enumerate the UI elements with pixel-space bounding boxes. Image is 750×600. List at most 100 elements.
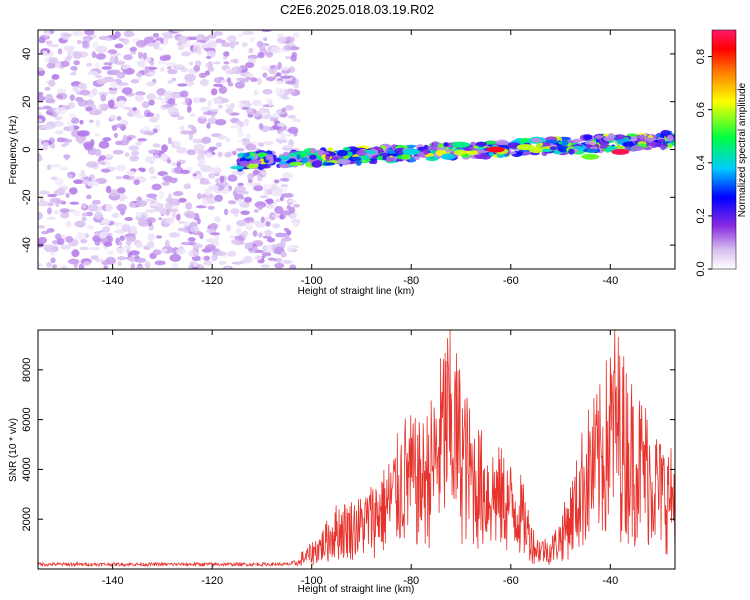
band-blob [317,150,324,156]
noise-blob [54,130,64,135]
spectrogram-y-label: Frequency (Hz) [8,116,19,185]
noise-blob [203,47,215,51]
noise-blob [124,152,130,157]
noise-blob [181,51,191,57]
noise-blob [263,141,274,145]
noise-blob [50,176,58,181]
noise-blob [244,118,250,127]
noise-blob [266,204,274,209]
spectrogram-y-ticks: -40 -20 0 20 40 [21,48,675,253]
noise-blob [161,98,166,106]
band-blob [453,149,467,156]
noise-blob [53,121,64,127]
band-blob [584,141,597,145]
noise-blob [84,233,90,239]
band-blob [248,159,262,164]
noise-blob [144,65,149,74]
noise-blob [169,177,178,184]
noise-blob [77,130,89,137]
noise-blob [275,80,286,85]
noise-blob [160,153,168,161]
noise-blob [60,244,72,250]
noise-blob [163,90,175,99]
noise-blob [272,201,277,207]
noise-blob [117,256,126,261]
noise-blob [208,184,220,191]
noise-blob [263,184,272,190]
x-tick-label: -100 [301,275,323,287]
noise-blob [176,248,186,255]
noise-blob [50,163,63,168]
noise-blob [209,232,221,236]
noise-blob [290,54,297,62]
noise-blob [150,202,159,207]
noise-blob [134,257,147,263]
band-blob [583,134,593,141]
noise-blob [50,257,56,264]
noise-blob [67,258,80,265]
band-blob [561,139,569,146]
noise-blob [184,97,190,104]
noise-blob [198,97,207,103]
noise-blob [38,95,46,102]
y-tick-label: 20 [21,96,33,108]
band-blob [302,157,309,164]
noise-blob [232,58,239,64]
noise-blob [125,247,130,254]
noise-blob [38,91,44,97]
noise-blob [63,45,75,52]
noise-blob [167,80,173,84]
noise-blob [223,51,230,57]
noise-blob [265,221,271,227]
noise-blob [148,99,155,106]
noise-blob [252,230,258,237]
noise-blob [204,188,213,196]
noise-blob [265,98,272,103]
band-blob [488,152,494,157]
noise-blob [202,111,213,116]
noise-blob [133,179,140,186]
noise-blob [176,213,181,221]
noise-blob [177,115,184,121]
noise-blob [92,235,101,242]
noise-blob [130,79,140,84]
noise-blob [69,201,80,205]
noise-blob [117,261,122,267]
noise-blob [139,168,146,173]
noise-blob [251,140,259,146]
noise-blob [207,40,218,49]
y-tick-label: 6000 [21,407,33,431]
noise-blob [231,67,236,75]
band-blob [336,149,348,157]
band-blob [425,156,439,162]
noise-blob [118,85,123,91]
band-blob [342,147,351,151]
x-tick-label: -140 [102,575,124,587]
noise-blob [287,126,299,134]
noise-blob [198,72,207,78]
noise-blob [38,225,46,229]
noise-blob [115,140,123,146]
noise-blob [292,31,300,39]
noise-blob [47,107,54,112]
noise-blob [38,200,50,207]
noise-blob [256,77,262,86]
snr-series-line [38,330,675,568]
noise-blob [218,85,228,94]
noise-blob [171,262,179,269]
noise-blob [146,93,157,101]
band-blob [443,142,449,147]
noise-blob [64,154,69,161]
noise-blob [146,217,156,224]
band-blob [337,159,351,165]
noise-blob [95,45,108,53]
band-blob [356,149,367,157]
band-blob [629,136,638,142]
noise-blob [135,91,146,96]
noise-blob [38,153,42,162]
noise-blob [242,30,255,36]
noise-blob [234,81,245,89]
noise-blob [253,185,264,192]
noise-blob [129,155,139,162]
noise-blob [161,181,170,186]
